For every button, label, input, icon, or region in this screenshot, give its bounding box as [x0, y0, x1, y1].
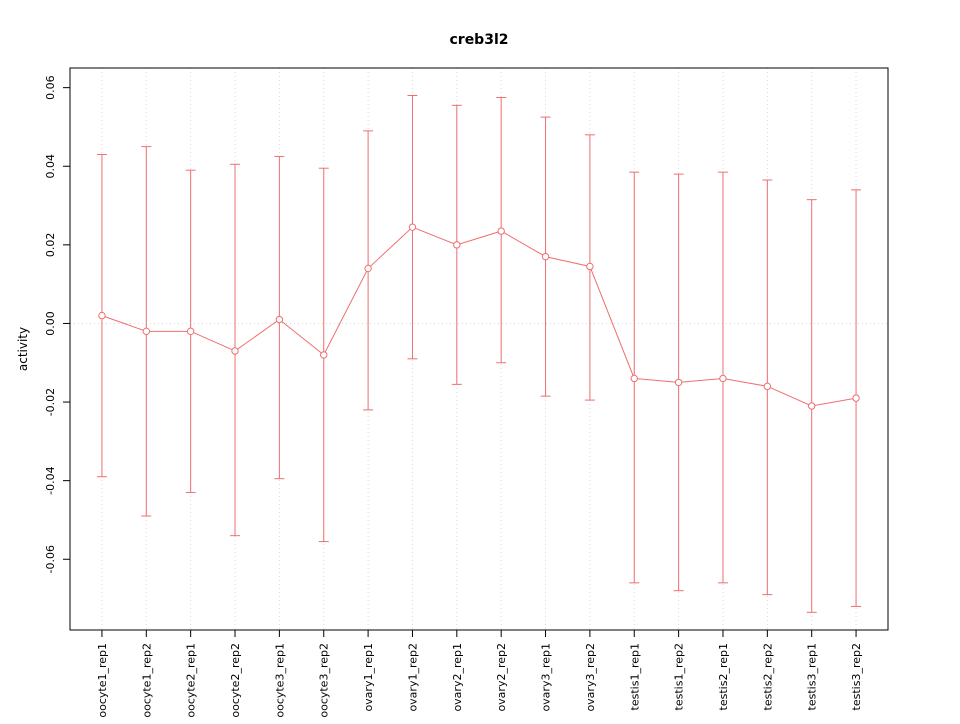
y-axis-label: activity: [16, 327, 30, 371]
plot-box: [69, 67, 889, 631]
data-point: [674, 378, 683, 387]
x-tick-label: ovary2_rep2: [495, 643, 508, 712]
data-point: [275, 315, 284, 324]
data-point: [808, 402, 816, 410]
series-line: [101, 226, 857, 407]
y-tick-label: -0.06: [44, 545, 57, 573]
data-point: [231, 347, 239, 355]
data-point: [586, 262, 594, 271]
x-tick-label: oocyte1_rep2: [140, 643, 153, 718]
x-tick-label: oocyte3_rep2: [318, 643, 331, 718]
data-point: [541, 252, 550, 261]
x-tick-label: testis2_rep1: [717, 643, 730, 710]
x-tick-label: ovary1_rep1: [362, 643, 375, 712]
data-point: [142, 327, 150, 336]
y-tick-label: 0.00: [44, 311, 57, 336]
x-tick-label: ovary2_rep1: [451, 643, 464, 712]
x-tick-label: testis1_rep2: [673, 643, 686, 710]
x-tick-label: testis2_rep2: [761, 643, 774, 710]
data-point: [763, 382, 772, 391]
data-point: [320, 351, 328, 359]
x-tick-label: oocyte1_rep1: [96, 643, 109, 718]
data-point: [186, 327, 195, 336]
y-tick-label: 0.02: [44, 233, 57, 258]
data-point: [719, 374, 727, 383]
x-tick-label: ovary3_rep1: [540, 643, 553, 712]
x-tick-label: oocyte2_rep1: [185, 643, 198, 718]
x-tick-label: testis3_rep1: [806, 643, 819, 710]
data-point: [630, 374, 638, 383]
chart-title: creb3l2: [449, 32, 508, 48]
x-tick-label: oocyte3_rep1: [273, 643, 286, 718]
data-point: [852, 394, 860, 402]
y-tick-label: -0.04: [44, 466, 57, 494]
x-tick-label: testis3_rep2: [850, 643, 863, 710]
x-tick-label: ovary3_rep2: [584, 643, 597, 712]
y-tick-label: 0.04: [44, 154, 57, 179]
y-tick-label: -0.02: [44, 388, 57, 416]
data-point: [408, 223, 417, 231]
x-tick-label: oocyte2_rep2: [229, 643, 242, 718]
data-point: [98, 311, 106, 320]
y-tick-label: 0.06: [44, 75, 57, 100]
data-point: [453, 241, 461, 249]
data-point: [364, 264, 372, 273]
x-tick-label: ovary1_rep2: [406, 643, 419, 712]
data-point: [497, 227, 505, 235]
x-tick-label: testis1_rep1: [628, 643, 641, 710]
